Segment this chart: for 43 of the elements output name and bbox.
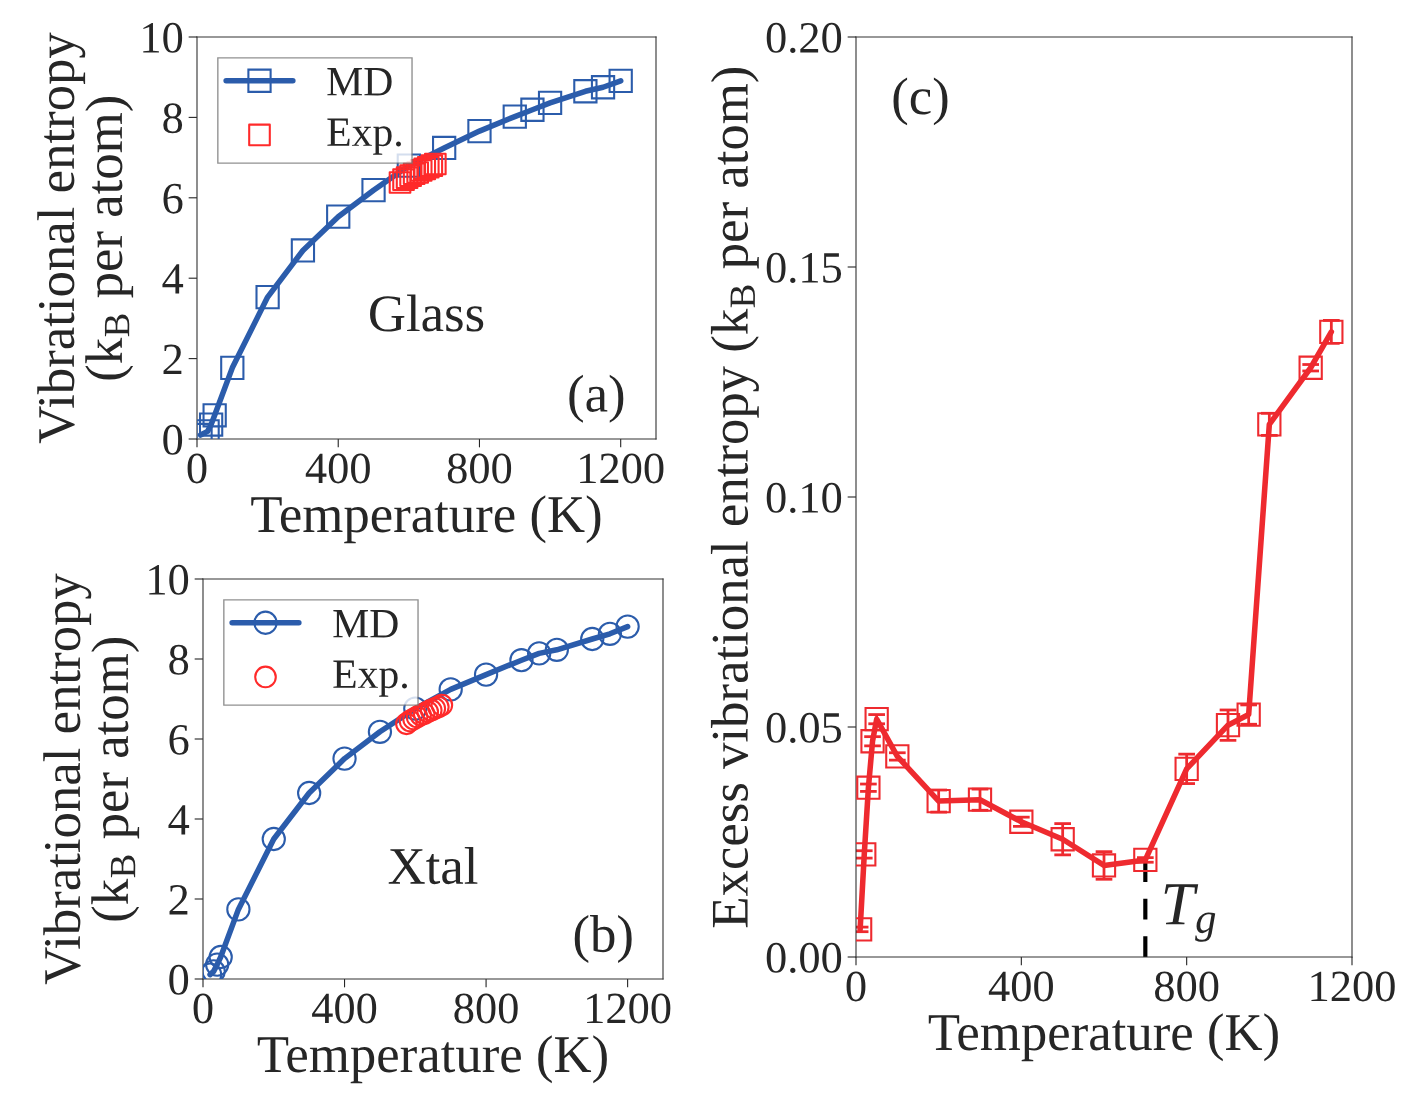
x-tick-label: 0: [846, 971, 866, 1002]
annotation: (c): [893, 77, 948, 126]
y-tick-label: 2: [169, 884, 188, 915]
y-tick-label: 0: [163, 424, 183, 455]
y-tick-label: 0.05: [766, 712, 842, 744]
x-tick-label: 400: [312, 993, 377, 1024]
legend-label: MD: [333, 610, 398, 638]
y-tick-label: 0.15: [766, 252, 842, 284]
x-tick-label: 400: [305, 453, 370, 484]
annotation: Xtal: [388, 847, 478, 885]
y-tick-label: 8: [169, 644, 189, 675]
y-tick-label: 10: [143, 22, 183, 53]
y-axis-title: Vibrational entropy (k$_{B}$ per atom): [37, 32, 134, 444]
x-tick-label: 800: [1155, 971, 1219, 1002]
y-tick-label: 10: [149, 564, 189, 595]
annotation: Glass: [370, 294, 484, 332]
y-tick-label: 6: [169, 724, 189, 755]
y-tick-label: 8: [163, 103, 183, 134]
x-tick-label: 1200: [580, 453, 664, 484]
y-tick-label: 2: [163, 344, 182, 375]
y-tick-label: 6: [163, 183, 183, 214]
y-tick-label: 0.00: [766, 942, 842, 974]
legend-label: MD: [327, 68, 392, 96]
y-tick-label: 0.20: [766, 22, 842, 54]
x-tick-label: 1200: [587, 993, 671, 1024]
x-axis-title: Temperature (K): [251, 495, 601, 544]
x-tick-label: 1200: [1311, 971, 1395, 1002]
x-axis-title: Temperature (K): [257, 1035, 607, 1084]
x-axis-title: Temperature (K): [928, 1013, 1278, 1062]
y-tick-label: 0.10: [766, 482, 842, 514]
y-tick-label: 4: [162, 264, 184, 294]
x-tick-label: 400: [988, 971, 1053, 1002]
y-tick-label: 4: [168, 805, 190, 835]
y-axis-title: Excess vibrational entropy (k$_{B}$ per atom): [710, 67, 759, 928]
legend-label: Exp.: [327, 118, 401, 155]
x-tick-label: 0: [193, 993, 213, 1024]
legend-label: Exp.: [333, 660, 407, 697]
x-tick-label: 800: [454, 993, 518, 1024]
y-axis-title: Vibrational entropy (k$_{B}$ per atom): [43, 573, 140, 985]
annotation: (a): [569, 374, 624, 423]
ref-line-label: T$_{g}$: [1164, 884, 1216, 942]
x-tick-label: 800: [447, 453, 512, 484]
annotation: (b): [574, 915, 632, 963]
